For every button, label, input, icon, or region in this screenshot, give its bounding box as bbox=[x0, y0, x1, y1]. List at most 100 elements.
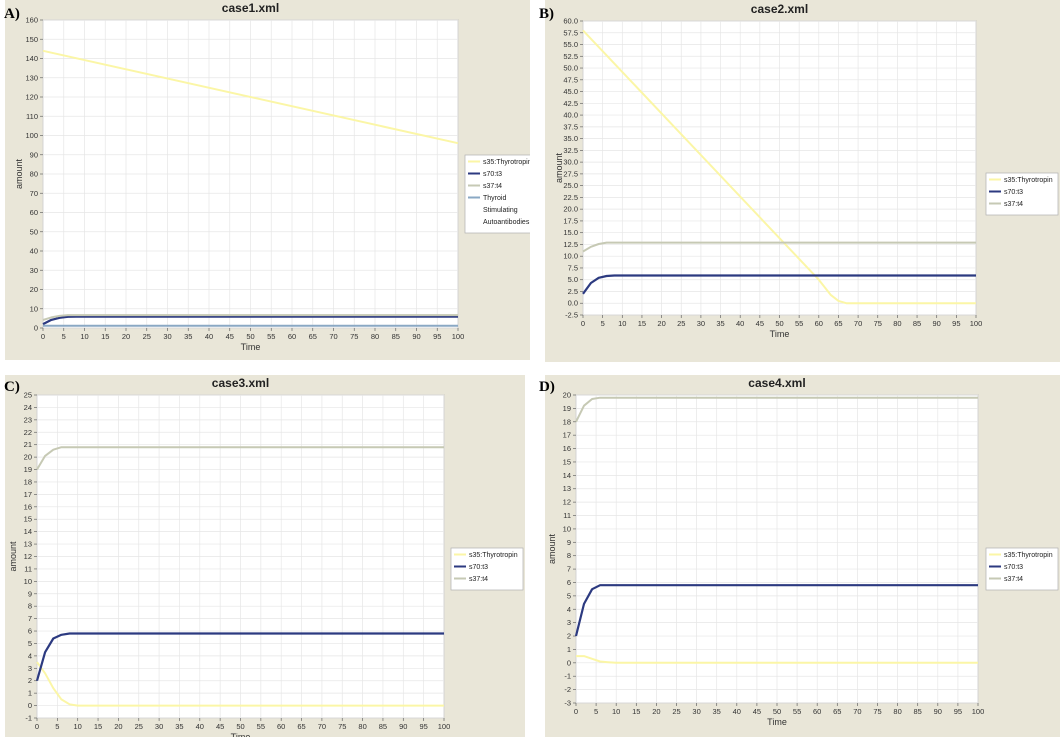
series-line-thyrotropin bbox=[36, 661, 444, 707]
x-tick-label: 5 bbox=[55, 722, 59, 731]
y-tick-label: 9 bbox=[567, 538, 571, 547]
legend-box bbox=[464, 154, 530, 234]
y-tick-label: 14 bbox=[24, 527, 32, 536]
panel-letter: D) bbox=[539, 379, 555, 395]
legend-entry-label: s70:t3 bbox=[1004, 189, 1023, 196]
x-tick-label: 50 bbox=[775, 319, 783, 328]
y-tick-label: 10.0 bbox=[563, 252, 578, 261]
y-tick-label: 15 bbox=[563, 457, 571, 466]
x-tick-label: 25 bbox=[677, 319, 685, 328]
x-tick-label: 60 bbox=[277, 722, 285, 731]
y-tick-label: 8 bbox=[567, 551, 571, 560]
y-tick-label: 2 bbox=[28, 676, 32, 685]
x-tick-label: 40 bbox=[736, 319, 744, 328]
legend-entry-label: s35:Thyrotropin bbox=[1004, 177, 1053, 184]
y-tick-label: 47.5 bbox=[563, 75, 578, 84]
x-tick-label: 100 bbox=[970, 319, 983, 328]
series-line-t4 bbox=[575, 396, 978, 423]
x-tick-label: 55 bbox=[793, 707, 801, 716]
y-tick-label: 130 bbox=[25, 73, 38, 82]
y-tick-label: 45.0 bbox=[563, 87, 578, 96]
y-tick-label: 120 bbox=[25, 93, 38, 102]
y-tick-label: 70 bbox=[30, 189, 38, 198]
y-tick-label: 55.0 bbox=[563, 40, 578, 49]
y-tick-label: 19 bbox=[563, 404, 571, 413]
legend-entry-label: s35:Thyrotropin bbox=[483, 159, 530, 166]
y-tick-label: 7.5 bbox=[568, 263, 578, 272]
legend-entry-label: s70:t3 bbox=[1004, 564, 1023, 571]
y-tick-label: 13 bbox=[563, 484, 571, 493]
legend-entry-label: s70:t3 bbox=[483, 171, 502, 178]
y-tick-label: 10 bbox=[563, 524, 571, 533]
gridlines bbox=[582, 20, 977, 316]
x-tick-label: 10 bbox=[74, 722, 82, 731]
series-line-thyrotropin bbox=[42, 49, 459, 145]
x-tick-label: 25 bbox=[672, 707, 680, 716]
x-tick-label: 90 bbox=[399, 722, 407, 731]
x-tick-label: 15 bbox=[94, 722, 102, 731]
y-tick-label: 40 bbox=[30, 247, 38, 256]
y-tick-label: -3 bbox=[564, 699, 571, 708]
y-tick-label: 5 bbox=[567, 591, 571, 600]
y-tick-label: 1 bbox=[28, 689, 32, 698]
legend-entry-label: Autoantibodies bbox=[483, 219, 530, 226]
y-tick-label: 5 bbox=[28, 639, 32, 648]
x-tick-label: 95 bbox=[433, 332, 441, 341]
y-tick-label: 30.0 bbox=[563, 158, 578, 167]
x-tick-label: 60 bbox=[815, 319, 823, 328]
y-tick-label: -1 bbox=[25, 714, 32, 723]
chart-title: case3.xml bbox=[212, 376, 269, 390]
y-tick-label: 17.5 bbox=[563, 216, 578, 225]
y-tick-label: 27.5 bbox=[563, 169, 578, 178]
y-tick-label: 1 bbox=[567, 645, 571, 654]
y-tick-label: 52.5 bbox=[563, 52, 578, 61]
x-tick-label: 60 bbox=[288, 332, 296, 341]
y-tick-label: 20 bbox=[563, 391, 571, 400]
y-tick-label: 12 bbox=[563, 498, 571, 507]
y-tick-label: 10 bbox=[24, 577, 32, 586]
gridlines bbox=[42, 19, 459, 329]
x-tick-label: 80 bbox=[893, 319, 901, 328]
y-tick-label: 7 bbox=[28, 614, 32, 623]
series-line-t3 bbox=[574, 584, 978, 637]
y-tick-label: 4 bbox=[567, 605, 571, 614]
x-tick-label: 45 bbox=[753, 707, 761, 716]
y-tick-label: 7 bbox=[567, 565, 571, 574]
series-line-t4 bbox=[582, 241, 976, 253]
legend-entry-label: s37:t4 bbox=[469, 576, 488, 583]
x-tick-label: 90 bbox=[412, 332, 420, 341]
y-tick-label: 22 bbox=[24, 428, 32, 437]
y-tick-label: 35.0 bbox=[563, 134, 578, 143]
x-tick-label: 65 bbox=[834, 319, 842, 328]
series-line-thyrotropin bbox=[576, 655, 978, 664]
y-tick-label: 11 bbox=[563, 511, 571, 520]
chart-title: case2.xml bbox=[751, 2, 808, 16]
y-tick-label: 13 bbox=[24, 540, 32, 549]
gridlines bbox=[575, 394, 979, 704]
y-tick-label: 19 bbox=[24, 465, 32, 474]
x-tick-label: 15 bbox=[632, 707, 640, 716]
x-tick-label: 20 bbox=[114, 722, 122, 731]
y-tick-label: 21 bbox=[24, 440, 32, 449]
x-tick-label: 75 bbox=[350, 332, 358, 341]
panel-letter: A) bbox=[4, 6, 20, 22]
x-axis-label: Time bbox=[770, 329, 790, 339]
x-tick-label: 95 bbox=[954, 707, 962, 716]
y-tick-label: 16 bbox=[563, 444, 571, 453]
y-tick-label: 50 bbox=[30, 227, 38, 236]
x-tick-label: 55 bbox=[795, 319, 803, 328]
x-tick-label: 100 bbox=[452, 332, 465, 341]
y-tick-label: 20.0 bbox=[563, 205, 578, 214]
y-tick-label: 22.5 bbox=[563, 193, 578, 202]
x-tick-label: 80 bbox=[893, 707, 901, 716]
x-tick-label: 40 bbox=[733, 707, 741, 716]
chart-title: case4.xml bbox=[748, 376, 805, 390]
x-tick-label: 25 bbox=[135, 722, 143, 731]
x-tick-label: 85 bbox=[914, 707, 922, 716]
y-tick-label: 2.5 bbox=[568, 287, 578, 296]
y-tick-label: 11 bbox=[24, 564, 32, 573]
legend-entry-label: Stimulating bbox=[483, 207, 518, 214]
x-axis-label: Time bbox=[767, 717, 787, 727]
y-axis-label: amount bbox=[547, 533, 557, 564]
y-tick-label: 30 bbox=[30, 266, 38, 275]
